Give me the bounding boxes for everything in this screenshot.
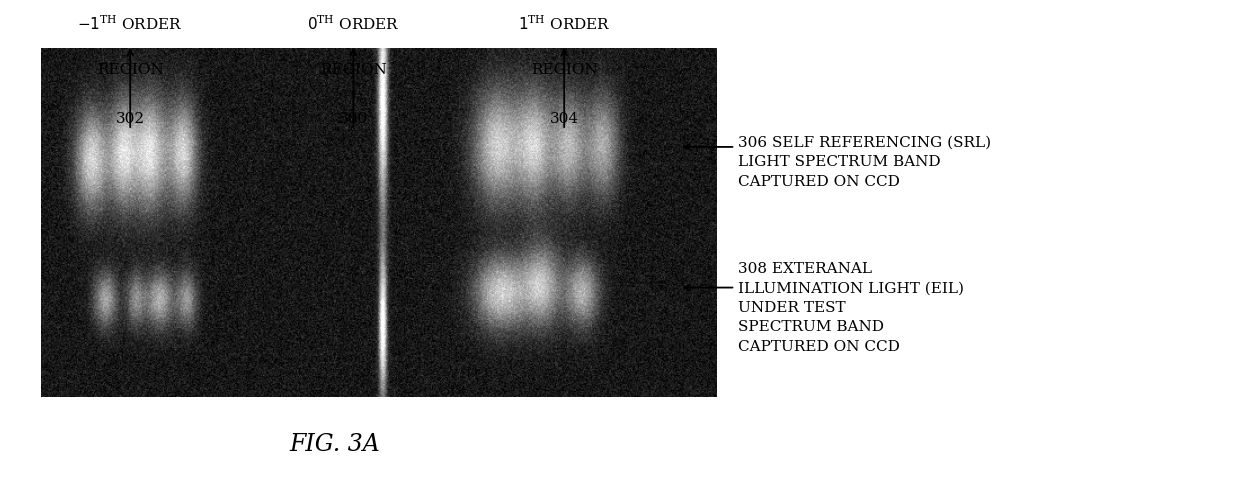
Text: 308 EXTERANAL
ILLUMINATION LIGHT (EIL)
UNDER TEST
SPECTRUM BAND
CAPTURED ON CCD: 308 EXTERANAL ILLUMINATION LIGHT (EIL) U…: [738, 261, 963, 353]
Text: $-1^{\mathregular{TH}}$ ORDER: $-1^{\mathregular{TH}}$ ORDER: [77, 15, 184, 33]
Text: $1^{\mathregular{TH}}$ ORDER: $1^{\mathregular{TH}}$ ORDER: [518, 15, 610, 33]
Text: REGION: REGION: [531, 63, 598, 77]
Text: REGION: REGION: [320, 63, 387, 77]
Text: 304: 304: [549, 111, 579, 125]
Text: $0^{\mathregular{TH}}$ ORDER: $0^{\mathregular{TH}}$ ORDER: [308, 15, 399, 33]
Text: FIG. 3A: FIG. 3A: [289, 432, 381, 455]
Text: 306 SELF REFERENCING (SRL)
LIGHT SPECTRUM BAND
CAPTURED ON CCD: 306 SELF REFERENCING (SRL) LIGHT SPECTRU…: [738, 136, 991, 188]
Text: 302: 302: [115, 111, 145, 125]
Text: 300: 300: [339, 111, 368, 125]
Text: REGION: REGION: [97, 63, 164, 77]
